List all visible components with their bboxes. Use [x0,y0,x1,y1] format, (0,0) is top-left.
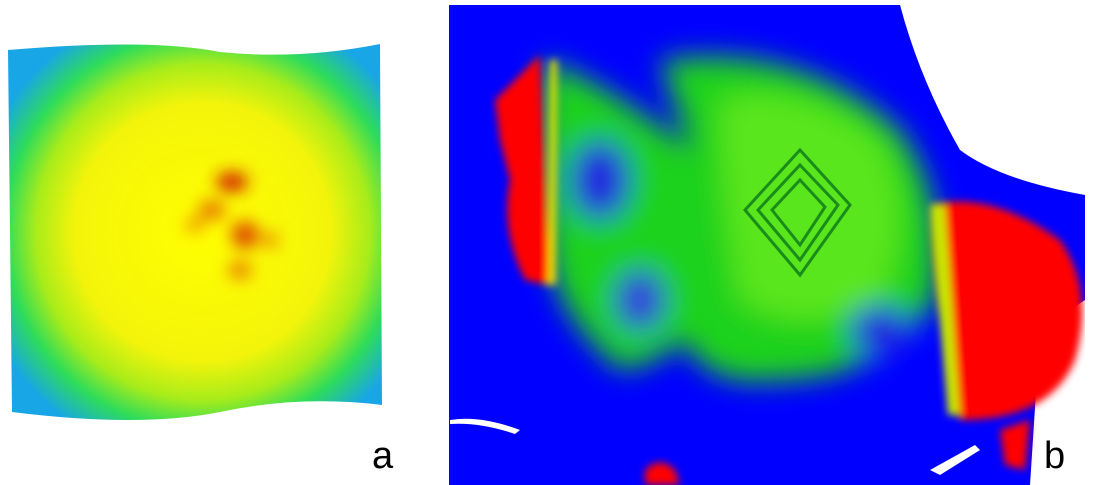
panel-a: a [8,44,394,477]
panel-label: a [372,435,394,477]
green-regions [543,56,939,382]
red-regions [495,55,1083,485]
panel-label: b [1044,435,1065,477]
panel-b [449,5,1085,485]
hot-spots [185,172,278,280]
contour-rings [743,147,852,278]
